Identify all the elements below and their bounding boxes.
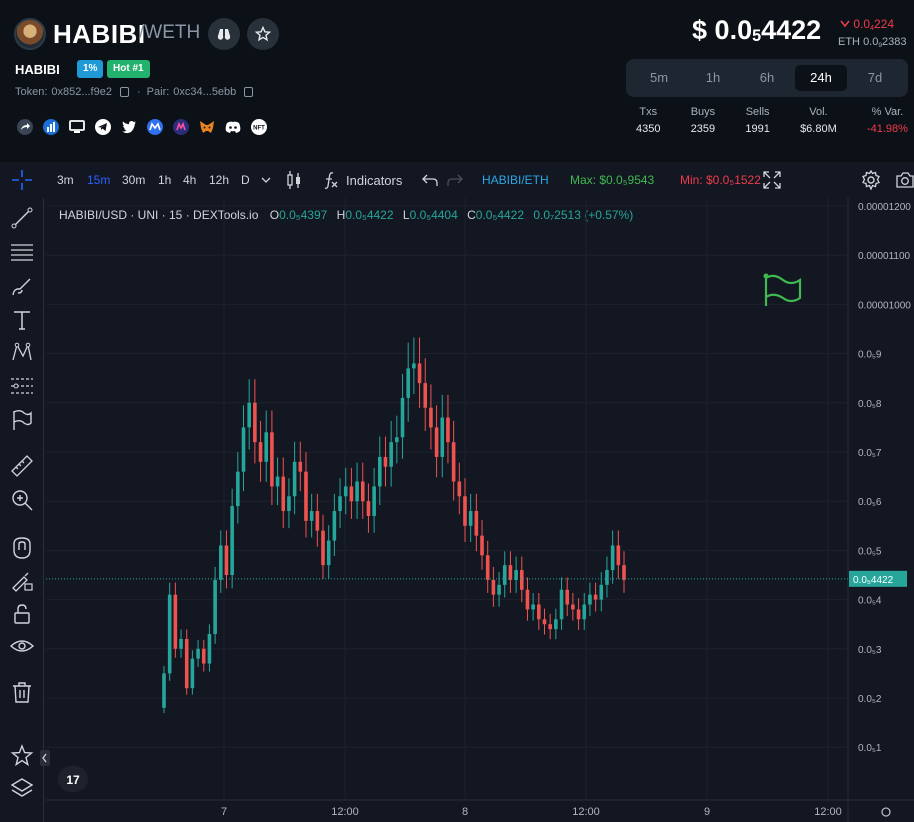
flag-icon[interactable] bbox=[10, 408, 34, 432]
indicators-button[interactable]: Indicators bbox=[346, 173, 403, 188]
legend-change: 0.0₇2513 (+0.57%) bbox=[533, 208, 634, 222]
ohlc-legend: HABIBI/USD · UNI · 15 · DEXTools.io O0.0… bbox=[59, 208, 634, 222]
stat-buys: Buys 2359 bbox=[690, 106, 716, 135]
pair-quote: /WETH bbox=[139, 22, 201, 43]
copy-pair-icon[interactable] bbox=[244, 87, 254, 97]
interval-30m[interactable]: 30m bbox=[122, 173, 146, 187]
layers-icon[interactable] bbox=[10, 776, 34, 800]
coinmarketcap-icon[interactable] bbox=[145, 117, 165, 137]
telegram-icon[interactable] bbox=[93, 117, 113, 137]
pair-address: · Pair: 0xc34...5ebb bbox=[137, 86, 254, 98]
share-icon[interactable] bbox=[15, 117, 35, 137]
chevron-down-icon bbox=[840, 20, 850, 28]
discord-icon[interactable] bbox=[223, 117, 243, 137]
legend-symbol: HABIBI/USD · UNI · 15 · DEXTools.io bbox=[59, 208, 259, 222]
candles-icon[interactable] bbox=[285, 170, 303, 190]
pattern-icon[interactable] bbox=[10, 340, 34, 364]
chart-toolbar: 3m 15m 30m 1h 4h 12h D Indicators HABIBI… bbox=[0, 162, 914, 198]
collapse-toolbar-icon[interactable] bbox=[40, 750, 50, 766]
min-price: Min: $0.0₅1522 bbox=[680, 173, 761, 187]
coingecko-icon[interactable] bbox=[171, 117, 191, 137]
interval-1h[interactable]: 1h bbox=[158, 173, 172, 187]
zoom-icon[interactable] bbox=[10, 488, 34, 512]
eth-price: ETH 0.092383 bbox=[838, 36, 907, 49]
pair-selector[interactable]: HABIBI/ETH bbox=[482, 173, 549, 187]
tab-24h[interactable]: 24h bbox=[795, 65, 847, 91]
hot-badge: Hot #1 bbox=[107, 60, 150, 78]
social-links: NFT bbox=[15, 117, 269, 137]
legend-close: 0.0₅4422 bbox=[475, 208, 525, 222]
svg-text:NFT: NFT bbox=[253, 126, 265, 132]
chart-container bbox=[0, 162, 914, 822]
star-icon bbox=[255, 26, 271, 42]
token-subtitle: HABIBI bbox=[15, 62, 60, 77]
current-price: $ 0.054422 bbox=[692, 15, 822, 45]
interval-12h[interactable]: 12h bbox=[209, 173, 230, 187]
timeframe-selector: 5m 1h 6h 24h 7d bbox=[626, 59, 908, 97]
prediction-icon[interactable] bbox=[10, 374, 34, 398]
chart-icon[interactable] bbox=[41, 117, 61, 137]
interval-15m[interactable]: 15m bbox=[87, 173, 111, 187]
star-icon[interactable] bbox=[10, 744, 34, 768]
stat-txs: Txs 4350 bbox=[636, 106, 661, 135]
legend-open: 0.0₅4397 bbox=[279, 208, 328, 222]
unlock-icon[interactable] bbox=[10, 602, 34, 626]
tax-badge: 1% bbox=[77, 60, 104, 78]
fullscreen-icon[interactable] bbox=[763, 171, 781, 189]
token-logo bbox=[14, 18, 46, 50]
token-name: HABIBI bbox=[53, 19, 146, 49]
max-price: Max: $0.0₅9543 bbox=[570, 173, 655, 187]
horizontal-lines-icon[interactable] bbox=[10, 240, 34, 264]
text-icon[interactable] bbox=[10, 308, 34, 332]
ruler-icon[interactable] bbox=[10, 454, 34, 478]
stat-sells: Sells 1991 bbox=[745, 106, 770, 135]
favorite-button[interactable] bbox=[247, 18, 279, 50]
interval-3m[interactable]: 3m bbox=[57, 173, 74, 187]
interval-d[interactable]: D bbox=[241, 173, 250, 187]
lock-drawing-icon[interactable] bbox=[10, 568, 34, 592]
magnet-icon[interactable] bbox=[10, 536, 34, 560]
tab-6h[interactable]: 6h bbox=[759, 70, 775, 85]
binoculars-button[interactable] bbox=[208, 18, 240, 50]
trade-stats: Txs 4350 Buys 2359 Sells 1991 Vol. $6.80M % … bbox=[636, 106, 908, 135]
website-icon[interactable] bbox=[67, 117, 87, 137]
eye-icon[interactable] bbox=[10, 634, 34, 658]
undo-icon[interactable] bbox=[422, 173, 438, 187]
tab-1h[interactable]: 1h bbox=[705, 70, 721, 85]
camera-icon[interactable] bbox=[896, 171, 914, 189]
brush-icon[interactable] bbox=[10, 275, 34, 299]
tab-7d[interactable]: 7d bbox=[867, 70, 883, 85]
chevron-down-icon[interactable] bbox=[261, 176, 271, 184]
trend-line-icon[interactable] bbox=[10, 206, 34, 230]
metamask-icon[interactable] bbox=[197, 117, 217, 137]
crosshair-icon[interactable] bbox=[10, 168, 34, 192]
function-icon bbox=[324, 172, 338, 189]
drawing-toolbar bbox=[0, 198, 44, 822]
copy-token-icon[interactable] bbox=[119, 87, 129, 97]
binoculars-icon bbox=[217, 29, 231, 40]
nft-icon[interactable]: NFT bbox=[249, 117, 269, 137]
twitter-icon[interactable] bbox=[119, 117, 139, 137]
legend-high: 0.0₅4422 bbox=[345, 208, 394, 222]
trash-icon[interactable] bbox=[10, 680, 34, 704]
stat-variation: % Var. -41.98% bbox=[866, 106, 908, 135]
redo-icon[interactable] bbox=[447, 173, 463, 187]
stat-volume: Vol. $6.80M bbox=[800, 106, 837, 135]
legend-low: 0.0₅4404 bbox=[409, 208, 458, 222]
token-header: HABIBI /WETH HABIBI 1% Hot #1 Token: 0x8… bbox=[0, 0, 914, 162]
tab-5m[interactable]: 5m bbox=[649, 70, 669, 85]
price-change: 0.04224 bbox=[840, 17, 894, 32]
token-address: Token: 0x852...f9e2 bbox=[15, 86, 129, 98]
settings-icon[interactable] bbox=[861, 170, 881, 190]
interval-4h[interactable]: 4h bbox=[183, 173, 197, 187]
